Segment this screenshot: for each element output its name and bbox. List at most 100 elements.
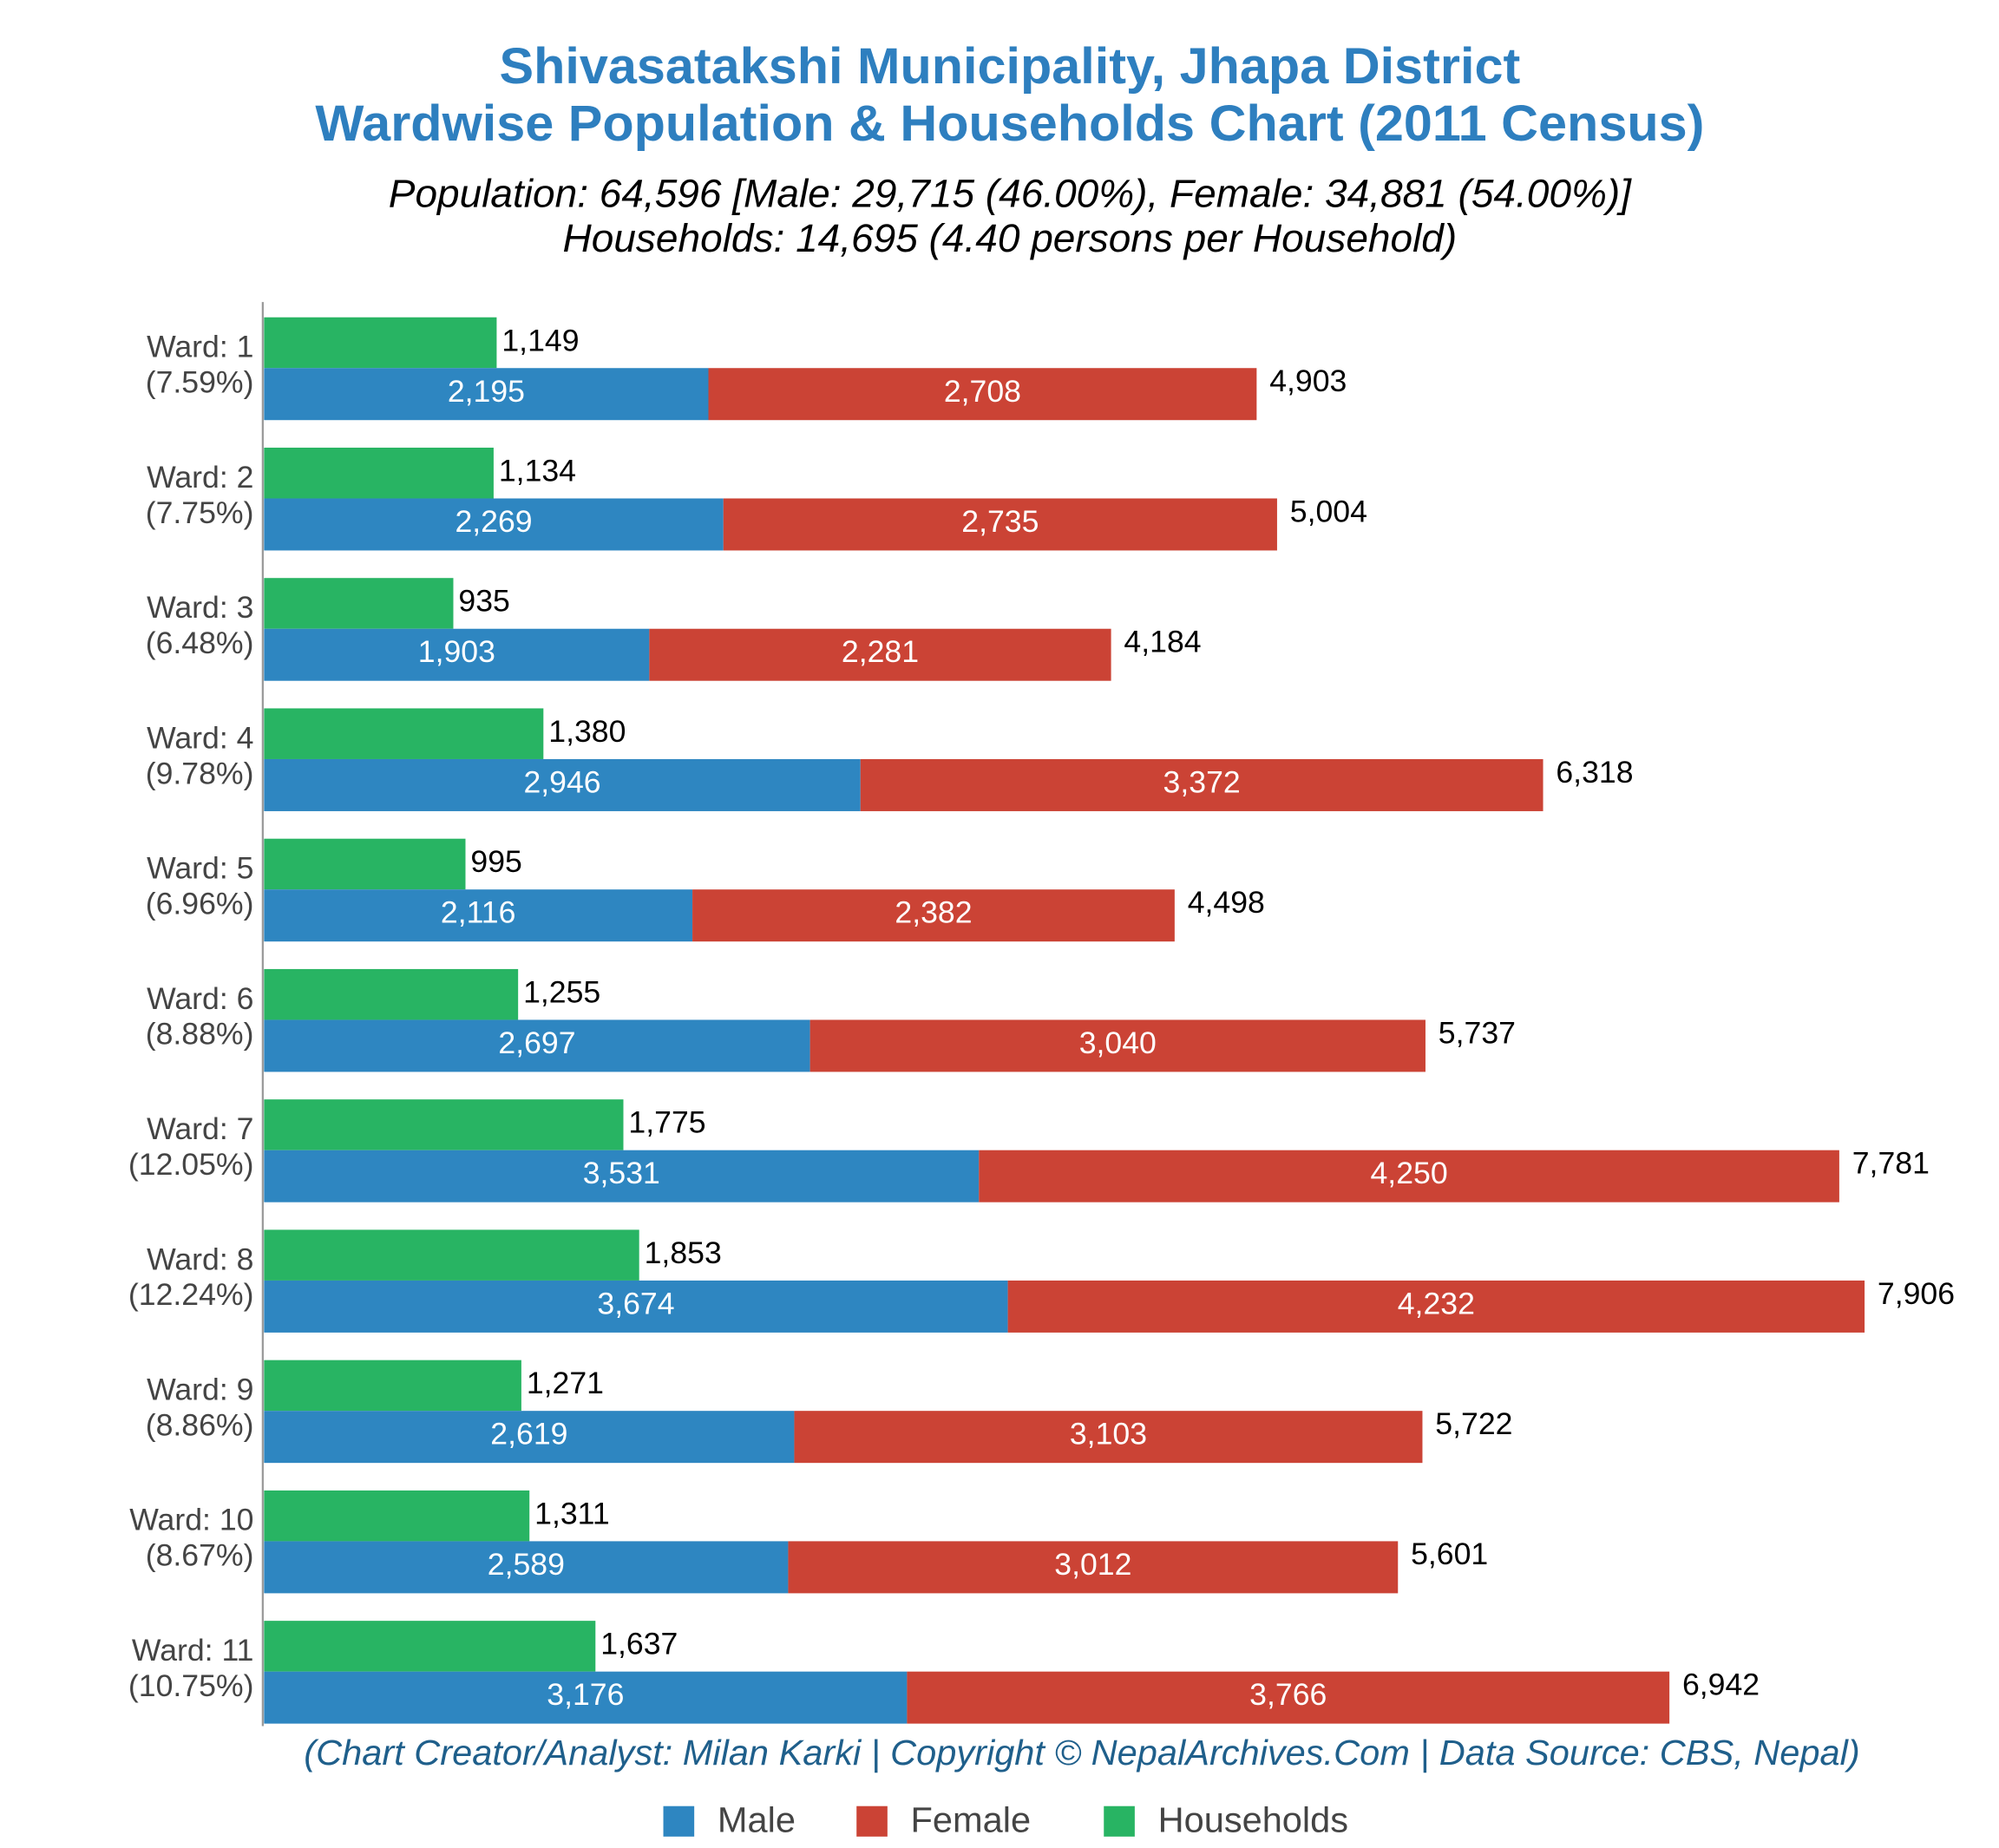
- y-tick-label: (6.48%): [146, 626, 254, 660]
- data-label: 2,697: [498, 1026, 575, 1060]
- female-bar: [860, 758, 1543, 811]
- y-tick-label: (12.24%): [128, 1278, 254, 1312]
- data-label: 2,116: [441, 896, 516, 930]
- households-bar: [264, 447, 494, 499]
- y-tick-label: Ward: 10: [129, 1504, 253, 1537]
- households-bar: [264, 1099, 624, 1150]
- y-tick-label: (12.05%): [128, 1148, 254, 1182]
- total-label: 4,498: [1188, 886, 1265, 920]
- total-label: 5,601: [1411, 1537, 1488, 1571]
- female-bar: [692, 889, 1175, 942]
- data-label: 4,250: [1370, 1157, 1447, 1190]
- male-bar: [264, 889, 693, 942]
- households-bar: [264, 1360, 521, 1412]
- chart-subtitle: Population: 64,596 [Male: 29,715 (46.00%…: [389, 172, 1633, 216]
- footer: (Chart Creator/Analyst: Milan Karki | Co…: [304, 1733, 1859, 1773]
- male-bar: [264, 1280, 1008, 1333]
- chart-title: Shivasatakshi Municipality, Jhapa Distri…: [499, 38, 1520, 95]
- data-label: 2,589: [488, 1548, 565, 1582]
- y-tick-label: (6.96%): [146, 888, 254, 921]
- female-bar: [723, 498, 1277, 551]
- data-label: 3,176: [547, 1678, 624, 1712]
- male-bar: [264, 368, 709, 421]
- data-label: 2,735: [961, 505, 1039, 539]
- male-bar: [264, 1019, 810, 1072]
- households-bar: [264, 1490, 530, 1542]
- legend-swatch: [1104, 1805, 1135, 1837]
- data-label: 3,531: [583, 1157, 660, 1190]
- data-label: 1,853: [645, 1236, 722, 1270]
- data-label: 3,674: [597, 1288, 674, 1321]
- legend-label: Households: [1158, 1800, 1348, 1840]
- male-bar: [264, 628, 650, 681]
- total-label: 6,318: [1556, 756, 1633, 790]
- female-bar: [788, 1541, 1399, 1594]
- y-tick-label: (8.86%): [146, 1409, 254, 1443]
- chart-subtitle: Households: 14,695 (4.40 persons per Hou…: [563, 216, 1458, 260]
- y-tick-label: Ward: 8: [147, 1242, 253, 1276]
- total-label: 5,722: [1435, 1407, 1512, 1441]
- y-tick-label: Ward: 11: [132, 1634, 254, 1668]
- data-label: 2,281: [842, 635, 919, 669]
- total-label: 4,903: [1269, 364, 1347, 398]
- households-bar: [264, 708, 544, 759]
- data-label: 1,775: [628, 1106, 705, 1140]
- male-bar: [264, 498, 724, 551]
- male-bar: [264, 1150, 980, 1203]
- data-label: 1,255: [523, 976, 600, 1010]
- data-label: 2,382: [895, 896, 972, 930]
- data-label: 1,637: [600, 1628, 678, 1661]
- female-bar: [907, 1671, 1670, 1724]
- data-label: 2,708: [944, 375, 1021, 409]
- y-tick-label: Ward: 3: [147, 591, 253, 625]
- data-label: 935: [458, 585, 509, 619]
- chart-title: Wardwise Population & Households Chart (…: [315, 95, 1704, 152]
- data-label: 1,380: [548, 715, 626, 749]
- y-tick-label: Ward: 4: [147, 722, 253, 756]
- data-label: 2,195: [448, 375, 525, 409]
- legend-label: Male: [718, 1800, 796, 1840]
- y-tick-label: (8.67%): [146, 1539, 254, 1573]
- total-label: 7,906: [1878, 1277, 1955, 1311]
- data-label: 2,619: [490, 1418, 567, 1452]
- y-tick-label: Ward: 2: [147, 461, 253, 495]
- total-label: 5,737: [1439, 1017, 1516, 1051]
- total-label: 6,942: [1682, 1668, 1760, 1702]
- total-label: 4,184: [1124, 626, 1201, 659]
- data-label: 2,269: [455, 505, 532, 539]
- data-label: 3,103: [1070, 1418, 1147, 1452]
- data-label: 1,311: [534, 1497, 610, 1531]
- y-tick-label: Ward: 5: [147, 852, 253, 886]
- households-bar: [264, 968, 519, 1020]
- households-bar: [264, 838, 466, 890]
- y-tick-label: Ward: 6: [147, 982, 253, 1016]
- data-label: 1,134: [499, 455, 576, 488]
- y-tick-label: Ward: 9: [147, 1373, 253, 1407]
- female-bar: [979, 1150, 1839, 1203]
- households-bar: [264, 578, 454, 629]
- male-bar: [264, 758, 861, 811]
- y-tick-label: (7.59%): [146, 366, 254, 400]
- data-label: 3,012: [1054, 1548, 1131, 1582]
- households-bar: [264, 317, 497, 369]
- y-tick-label: Ward: 7: [147, 1112, 253, 1146]
- female-bar: [649, 628, 1111, 681]
- legend-label: Female: [911, 1800, 1032, 1840]
- total-label: 7,781: [1852, 1147, 1930, 1181]
- data-label: 2,946: [523, 766, 600, 800]
- male-bar: [264, 1541, 789, 1594]
- data-label: 4,232: [1398, 1288, 1475, 1321]
- data-label: 1,271: [527, 1366, 604, 1400]
- female-bar: [794, 1411, 1423, 1464]
- households-bar: [264, 1621, 596, 1672]
- legend-swatch: [663, 1805, 695, 1837]
- y-tick-label: (8.88%): [146, 1018, 254, 1052]
- data-label: 995: [470, 845, 521, 879]
- female-bar: [1007, 1280, 1865, 1333]
- data-label: 1,149: [501, 324, 579, 357]
- total-label: 5,004: [1290, 495, 1367, 529]
- y-tick-label: Ward: 1: [147, 331, 253, 364]
- female-bar: [809, 1019, 1426, 1072]
- y-tick-label: (7.75%): [146, 496, 254, 530]
